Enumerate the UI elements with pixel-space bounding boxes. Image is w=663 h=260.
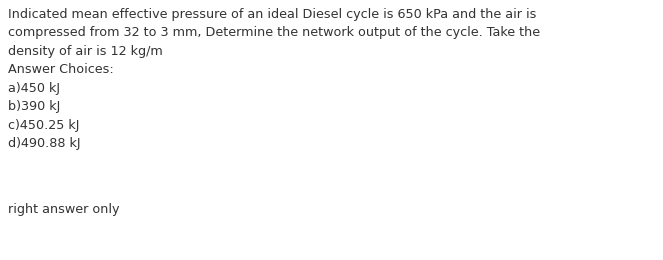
Text: right answer only: right answer only bbox=[8, 203, 119, 216]
Text: Indicated mean effective pressure of an ideal Diesel cycle is 650 kPa and the ai: Indicated mean effective pressure of an … bbox=[8, 8, 540, 150]
